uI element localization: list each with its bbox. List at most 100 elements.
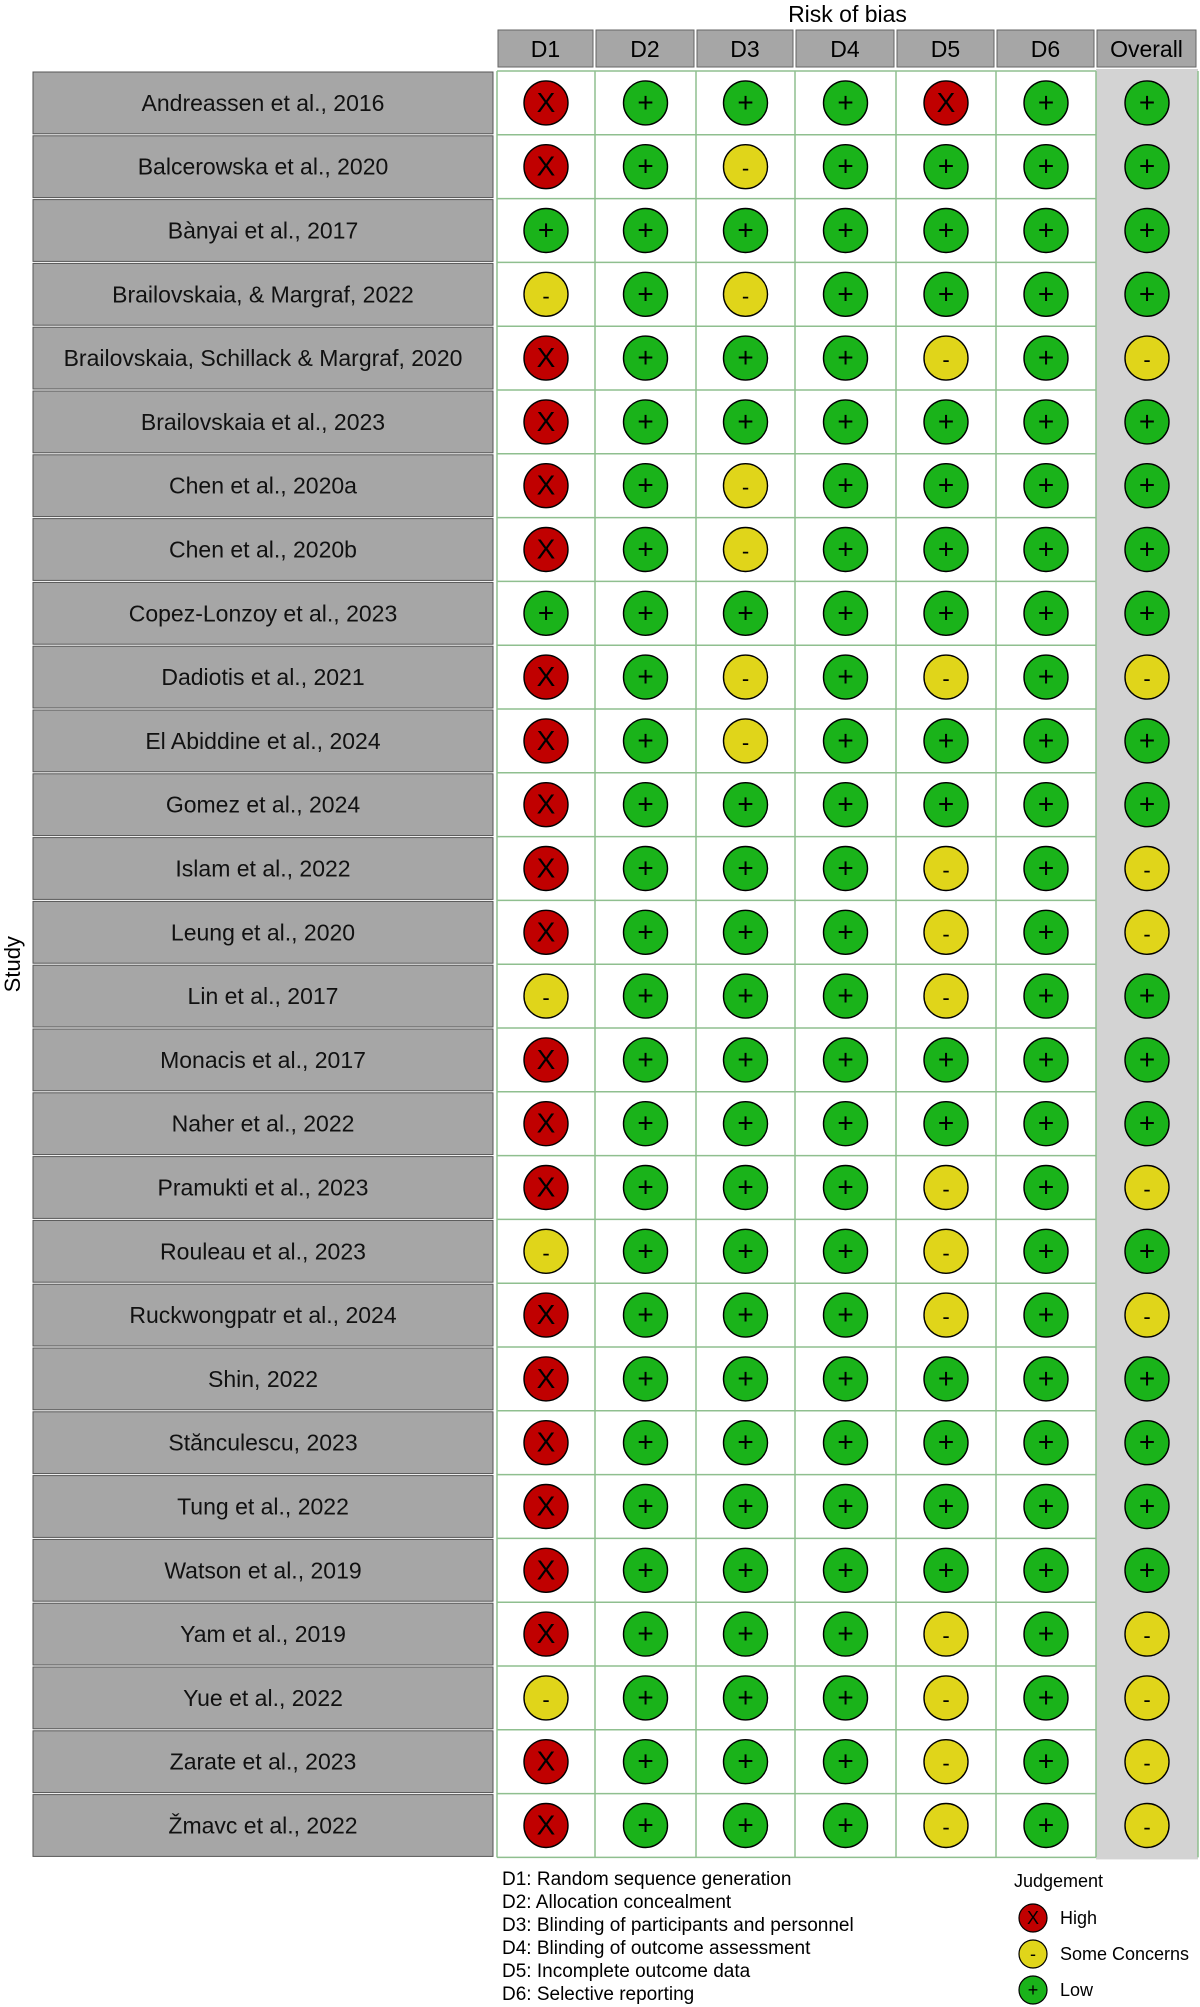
judgement-symbol: X bbox=[537, 470, 556, 501]
judgement-mark-low bbox=[822, 335, 869, 381]
judgement-symbol: - bbox=[1143, 858, 1150, 883]
judgement-symbol: - bbox=[1143, 1815, 1150, 1840]
study-label: Rouleau et al., 2023 bbox=[160, 1238, 366, 1264]
study-label: Ruckwongpatr et al., 2024 bbox=[129, 1302, 396, 1328]
study-label: Islam et al., 2022 bbox=[175, 856, 350, 882]
judgement-symbol: - bbox=[742, 666, 749, 691]
judgement-symbol: + bbox=[637, 1172, 653, 1203]
judgement-symbol: + bbox=[637, 406, 653, 437]
study-label: Leung et al., 2020 bbox=[171, 919, 355, 945]
judgement-symbol: X bbox=[537, 1108, 556, 1139]
judgement-mark-low bbox=[822, 1037, 869, 1083]
judgement-symbol: + bbox=[938, 1108, 954, 1139]
judgement-symbol: X bbox=[537, 1172, 556, 1203]
judgement-mark-some-concerns bbox=[923, 335, 969, 381]
judgement-symbol: + bbox=[737, 1491, 753, 1522]
judgement-symbol: + bbox=[637, 597, 653, 628]
judgement-symbol: X bbox=[537, 916, 556, 947]
study-label-cell bbox=[32, 1794, 494, 1857]
judgement-mark-low bbox=[722, 1611, 769, 1657]
judgement-mark-low bbox=[822, 1164, 869, 1211]
legend-marker-symbol: + bbox=[1028, 1980, 1039, 2000]
legend-title: Judgement bbox=[1014, 1871, 1103, 1891]
judgement-mark-high bbox=[523, 1738, 569, 1785]
judgement-mark-some-concerns bbox=[923, 909, 969, 955]
judgement-mark-low bbox=[1023, 973, 1069, 1019]
judgement-symbol: + bbox=[1038, 406, 1054, 437]
judgement-mark-some-concerns bbox=[1124, 654, 1170, 700]
study-label-cell bbox=[32, 645, 494, 709]
judgement-symbol: - bbox=[1143, 1751, 1150, 1776]
judgement-symbol: + bbox=[737, 1108, 753, 1139]
judgement-mark-low bbox=[1124, 1356, 1170, 1402]
legend-label: Low bbox=[1060, 1980, 1094, 2000]
domain-header-cell bbox=[795, 29, 895, 68]
judgement-mark-low bbox=[822, 718, 869, 764]
judgement-symbol: + bbox=[1038, 1108, 1054, 1139]
judgement-mark-low bbox=[622, 1164, 669, 1211]
judgement-symbol: + bbox=[1139, 1235, 1155, 1266]
judgement-mark-low bbox=[822, 1483, 869, 1530]
judgement-symbol: + bbox=[538, 597, 554, 628]
judgement-mark-low bbox=[822, 80, 869, 126]
study-label-cell bbox=[32, 1347, 494, 1411]
judgement-symbol: + bbox=[837, 1172, 853, 1203]
judgement-symbol: + bbox=[637, 151, 653, 182]
judgement-mark-high bbox=[523, 1164, 569, 1211]
judgement-mark-low bbox=[822, 845, 869, 892]
judgement-mark-low bbox=[822, 463, 869, 509]
judgement-symbol: X bbox=[537, 661, 556, 692]
study-label-cell bbox=[32, 518, 494, 581]
judgement-symbol: X bbox=[537, 1427, 556, 1458]
judgement-mark-low bbox=[622, 1228, 669, 1275]
legend-marker-symbol: X bbox=[1027, 1908, 1039, 1928]
judgement-symbol: + bbox=[637, 87, 653, 118]
judgement-symbol: X bbox=[537, 406, 556, 437]
study-label: Stănculescu, 2023 bbox=[168, 1430, 357, 1456]
judgement-mark-some-concerns bbox=[722, 526, 769, 573]
judgement-mark-low bbox=[722, 845, 769, 892]
judgement-mark-low bbox=[1023, 1738, 1069, 1785]
judgement-symbol: - bbox=[1143, 1623, 1150, 1648]
judgement-mark-some-concerns bbox=[1124, 1611, 1170, 1657]
judgement-symbol: + bbox=[938, 1491, 954, 1522]
judgement-mark-low bbox=[1023, 1292, 1069, 1338]
judgement-symbol: + bbox=[1139, 534, 1155, 565]
judgement-symbol: - bbox=[542, 283, 549, 308]
judgement-symbol: - bbox=[942, 1240, 949, 1265]
judgement-mark-low bbox=[822, 1292, 869, 1338]
judgement-symbol: + bbox=[837, 1108, 853, 1139]
judgement-symbol: + bbox=[938, 406, 954, 437]
study-label-cell bbox=[32, 773, 494, 837]
judgement-symbol: X bbox=[537, 725, 556, 756]
judgement-symbol: + bbox=[1038, 1618, 1054, 1649]
judgement-mark-high bbox=[523, 718, 569, 764]
judgement-mark-some-concerns bbox=[1124, 909, 1170, 955]
judgement-mark-low bbox=[1124, 271, 1170, 317]
judgement-symbol: + bbox=[737, 1172, 753, 1203]
judgement-symbol: - bbox=[742, 156, 749, 181]
judgement-symbol: + bbox=[538, 215, 554, 246]
judgement-mark-high bbox=[523, 80, 569, 126]
study-label: El Abiddine et al., 2024 bbox=[145, 728, 380, 754]
judgement-symbol: + bbox=[1139, 597, 1155, 628]
judgement-mark-low bbox=[822, 654, 869, 700]
judgement-symbol: + bbox=[1038, 789, 1054, 820]
judgement-mark-some-concerns bbox=[1124, 845, 1170, 892]
judgement-mark-high bbox=[523, 335, 569, 381]
judgement-symbol: - bbox=[1143, 347, 1150, 372]
study-label: Lin et al., 2017 bbox=[188, 983, 339, 1009]
domain-header-d6: D6 bbox=[1031, 36, 1060, 62]
study-label: Monacis et al., 2017 bbox=[160, 1047, 366, 1073]
judgement-mark-low bbox=[1124, 1547, 1170, 1594]
judgement-mark-low bbox=[1023, 1228, 1069, 1275]
judgement-mark-low bbox=[1023, 1611, 1069, 1657]
judgement-symbol: + bbox=[637, 916, 653, 947]
legend-marker-symbol: - bbox=[1030, 1944, 1036, 1964]
study-label-cell bbox=[32, 964, 494, 1028]
judgement-symbol: + bbox=[1139, 470, 1155, 501]
judgement-symbol: + bbox=[837, 853, 853, 884]
judgement-mark-low bbox=[822, 1228, 869, 1275]
judgement-mark-some-concerns bbox=[1124, 1802, 1170, 1849]
judgement-symbol: + bbox=[637, 1618, 653, 1649]
